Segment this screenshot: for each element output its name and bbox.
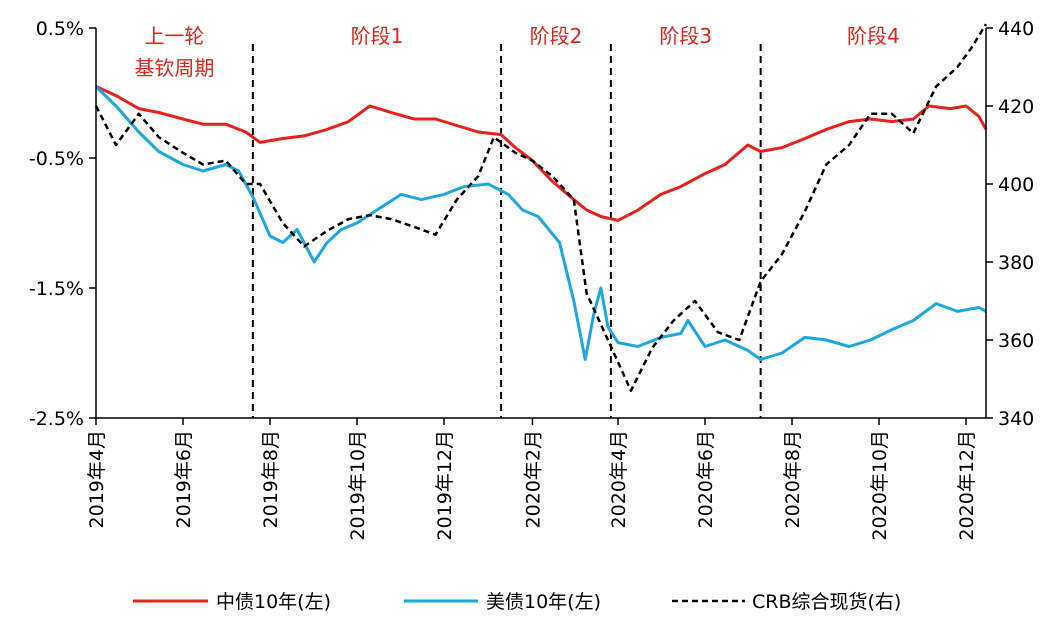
series-line-中债10年-左 bbox=[95, 85, 988, 222]
series-line-CRB综合现货-右 bbox=[94, 23, 988, 392]
x-tick-label: 2019年8月 bbox=[260, 430, 282, 528]
right-y-tick-label: 440 bbox=[998, 18, 1034, 40]
x-tick-label: 2020年4月 bbox=[608, 430, 630, 528]
right-y-ticks: 440 420 400 380 360 340 bbox=[986, 18, 1034, 430]
phase-label: 阶段4 bbox=[847, 24, 900, 48]
legend-label: CRB综合现货(右) bbox=[752, 591, 901, 613]
x-tick-label: 2020年8月 bbox=[782, 430, 804, 528]
x-tick-label: 2020年12月 bbox=[956, 430, 978, 541]
left-y-tick-label: -1.5% bbox=[29, 278, 84, 300]
phase-label: 上一轮 bbox=[144, 24, 204, 48]
right-y-tick-label: 420 bbox=[998, 96, 1034, 118]
phase-label: 阶段3 bbox=[659, 24, 712, 48]
left-y-tick-label: -0.5% bbox=[29, 148, 84, 170]
x-tick-label: 2019年12月 bbox=[434, 430, 456, 541]
x-tick-label: 2020年10月 bbox=[869, 430, 891, 541]
right-y-tick-label: 360 bbox=[998, 330, 1034, 352]
right-y-tick-label: 400 bbox=[998, 174, 1034, 196]
legend-label: 中债10年(左) bbox=[216, 591, 331, 613]
x-tick-label: 2019年6月 bbox=[173, 430, 195, 528]
x-tick-label: 2019年4月 bbox=[86, 430, 108, 528]
right-y-tick-label: 340 bbox=[998, 408, 1034, 430]
phase-label: 阶段2 bbox=[530, 24, 583, 48]
left-y-tick-label: -2.5% bbox=[29, 408, 84, 430]
x-ticks: 2019年4月 2019年6月 2019年8月 2019年10月 2019年12月 202… bbox=[86, 418, 978, 541]
series-line-美债10年-左 bbox=[94, 85, 987, 361]
left-y-tick-label: 0.5% bbox=[36, 18, 84, 40]
series-layer bbox=[94, 23, 988, 392]
axes bbox=[95, 28, 987, 419]
right-y-tick-label: 380 bbox=[998, 252, 1034, 274]
phase-divider-lines bbox=[251, 44, 762, 418]
phase-label: 阶段1 bbox=[351, 24, 404, 48]
x-tick-label: 2020年6月 bbox=[695, 430, 717, 528]
legend-label: 美债10年(左) bbox=[486, 591, 601, 613]
x-tick-label: 2020年2月 bbox=[522, 430, 544, 528]
phase-label: 基钦周期 bbox=[134, 56, 214, 80]
legend: 中债10年(左) 美债10年(左) CRB综合现货(右) bbox=[133, 591, 901, 613]
left-y-ticks: 0.5% -0.5% -1.5% -2.5% bbox=[29, 18, 96, 430]
x-tick-label: 2019年10月 bbox=[347, 430, 369, 541]
